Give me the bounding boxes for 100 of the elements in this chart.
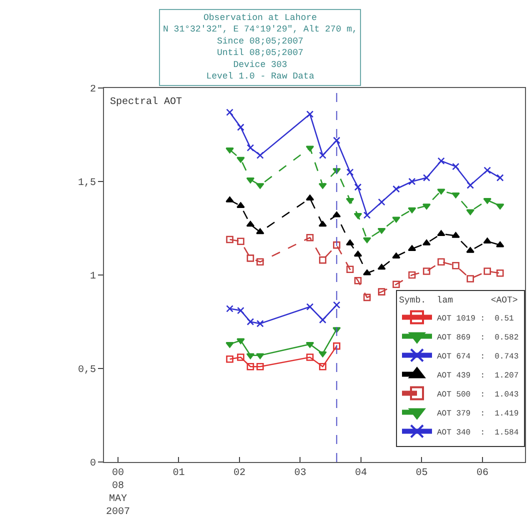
point <box>496 241 504 248</box>
legend-label: AOT 439 : 1.207 <box>437 371 519 380</box>
point <box>246 362 254 370</box>
x-tick-label: 06 <box>476 468 488 479</box>
x-tick-label: 04 <box>354 468 367 479</box>
point <box>333 136 340 144</box>
point <box>354 183 362 191</box>
point <box>392 216 400 223</box>
point <box>378 288 386 296</box>
point <box>392 185 400 193</box>
point <box>392 252 400 258</box>
legend-label: AOT 379 : 1.419 <box>437 409 519 418</box>
y-tick-label: 1 <box>90 272 96 282</box>
point <box>452 262 460 270</box>
point <box>226 236 234 244</box>
point <box>319 362 326 370</box>
point <box>319 152 326 159</box>
point <box>466 247 474 253</box>
point <box>496 269 504 277</box>
point <box>483 198 492 204</box>
point <box>306 303 314 310</box>
point <box>333 301 340 309</box>
x-tick-label: 01 <box>172 468 185 479</box>
chart-title: Observation at Lahore N 31°32'32", E 74°19'29", Alt 270 m, Since 08;05;2007 Until 08;05;2007 Device 303 Level 1.0 - Raw Data <box>163 13 358 82</box>
point <box>362 269 372 276</box>
point <box>246 254 254 262</box>
point <box>496 174 504 182</box>
point <box>466 275 474 282</box>
point <box>408 207 416 214</box>
point <box>408 271 416 279</box>
point <box>437 188 446 194</box>
point <box>483 238 492 244</box>
point <box>246 353 255 360</box>
x-tick-label: 03 <box>294 468 306 479</box>
point <box>236 156 245 163</box>
point <box>333 241 340 249</box>
point <box>226 148 234 154</box>
y-tick-label: 2 <box>90 84 96 96</box>
point <box>226 342 234 348</box>
point <box>452 192 460 198</box>
point <box>378 198 386 206</box>
point <box>306 354 314 361</box>
point <box>452 162 460 170</box>
legend-label: AOT 1019 : 0.51 <box>437 314 514 324</box>
point <box>256 362 264 370</box>
point <box>333 342 340 350</box>
point <box>256 353 264 360</box>
point <box>392 280 400 288</box>
point <box>346 266 354 274</box>
point <box>466 182 474 189</box>
point <box>226 196 234 202</box>
point <box>362 237 372 244</box>
point <box>256 152 264 159</box>
point <box>246 144 254 152</box>
point <box>346 168 354 176</box>
y-tick-label: 1,5 <box>78 178 96 189</box>
y-tick-label: 0 <box>90 458 96 470</box>
point <box>363 294 371 302</box>
point <box>422 268 430 275</box>
point <box>318 220 327 227</box>
y-axis-title: Spectral AOT <box>110 96 182 108</box>
point <box>484 166 491 174</box>
point <box>378 228 386 234</box>
point <box>438 157 445 165</box>
point <box>363 212 371 219</box>
point <box>354 250 362 257</box>
legend-label: AOT 340 : 1.584 <box>437 428 519 438</box>
point <box>306 110 314 118</box>
point <box>484 268 491 275</box>
point <box>237 354 244 361</box>
point <box>256 183 264 189</box>
x-tick-label: 05 <box>416 468 428 479</box>
legend-label: AOT 674 : 0.743 <box>437 352 519 362</box>
point <box>318 183 327 189</box>
point <box>332 212 341 218</box>
point <box>226 356 234 363</box>
point <box>306 234 314 242</box>
point <box>237 306 244 314</box>
point <box>452 232 460 238</box>
point <box>246 318 254 326</box>
point <box>256 320 264 328</box>
point <box>246 220 255 227</box>
legend-label: AOT 869 : 0.582 <box>437 333 519 342</box>
point <box>438 258 445 266</box>
point <box>422 174 430 182</box>
point <box>237 124 244 131</box>
point <box>226 108 234 116</box>
legend-label: AOT 500 : 1.043 <box>437 390 519 400</box>
point <box>354 276 362 284</box>
y-tick-label: 0,5 <box>78 365 96 376</box>
point <box>246 177 255 184</box>
text: Symb. lam <AOT> <box>399 296 518 306</box>
point <box>408 178 416 186</box>
point <box>237 238 244 245</box>
x-tick-label: 02 <box>233 468 246 479</box>
point <box>437 230 446 236</box>
point <box>318 351 327 358</box>
point <box>256 228 264 234</box>
point <box>256 258 264 266</box>
point <box>378 264 386 270</box>
